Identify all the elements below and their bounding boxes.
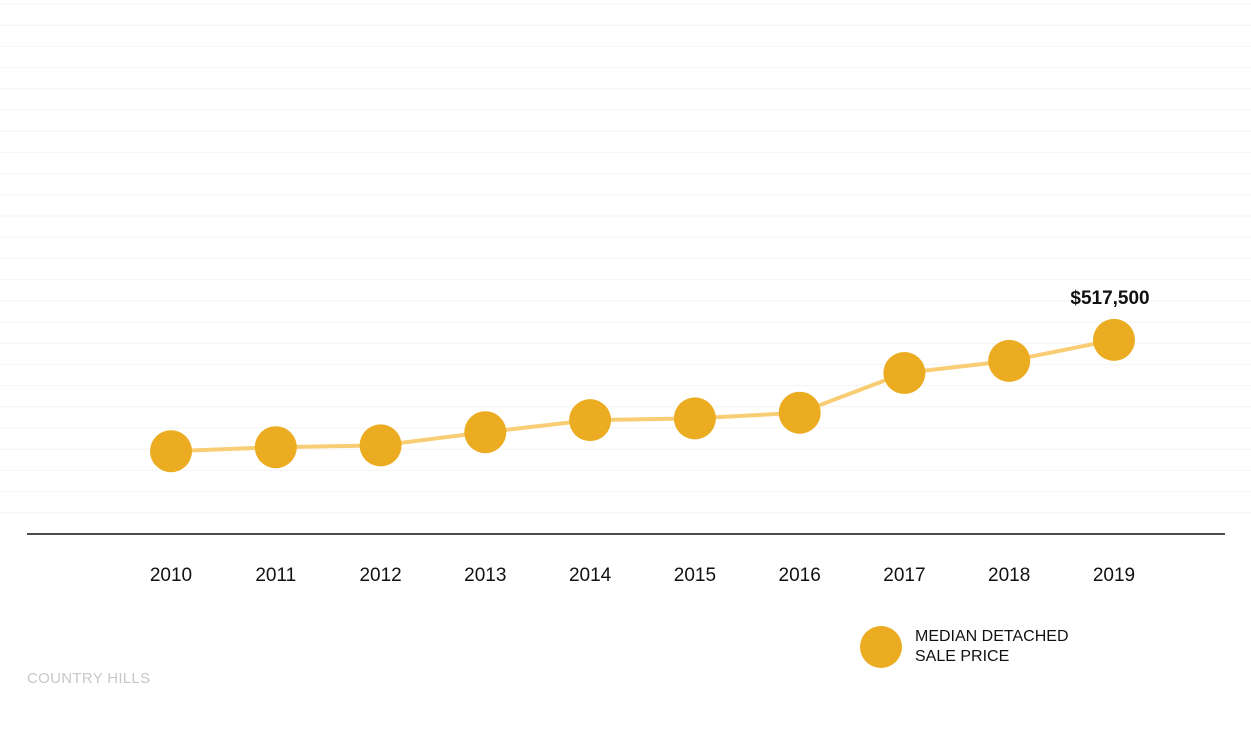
data-point-2010 bbox=[150, 430, 192, 473]
data-point-2017 bbox=[883, 352, 926, 394]
x-tick-label: 2016 bbox=[779, 565, 821, 586]
series-line-median-price bbox=[170, 337, 1115, 454]
x-tick-label: 2013 bbox=[464, 565, 506, 586]
data-point-2019 bbox=[1093, 318, 1135, 361]
x-tick-label: 2010 bbox=[150, 565, 192, 586]
data-point-2012 bbox=[359, 424, 402, 467]
data-point-2018 bbox=[988, 339, 1031, 382]
x-tick-label: 2012 bbox=[359, 565, 401, 586]
gridlines bbox=[0, 3, 1251, 514]
x-tick-label: 2018 bbox=[988, 565, 1030, 586]
data-markers bbox=[150, 318, 1135, 473]
legend-marker-icon bbox=[860, 626, 902, 668]
data-point-2014 bbox=[569, 399, 612, 442]
data-point-2016 bbox=[778, 391, 821, 434]
data-point-2011 bbox=[254, 426, 297, 469]
legend: MEDIAN DETACHED SALE PRICE bbox=[860, 626, 1090, 668]
x-tick-label: 2017 bbox=[883, 565, 925, 586]
x-tick-label: 2015 bbox=[674, 565, 716, 586]
x-tick-labels: 2010 2011 2012 2013 2014 2015 2016 2017 2018 2019 bbox=[150, 565, 1135, 586]
data-label-2019: $517,500 bbox=[1070, 288, 1149, 309]
x-tick-label: 2019 bbox=[1093, 565, 1135, 586]
location-label: COUNTRY HILLS bbox=[27, 670, 151, 687]
legend-label: MEDIAN DETACHED SALE PRICE bbox=[915, 628, 1069, 665]
x-tick-label: 2014 bbox=[569, 565, 612, 586]
x-tick-label: 2011 bbox=[255, 565, 296, 586]
data-labels: $517,500 bbox=[1070, 288, 1149, 309]
data-point-2015 bbox=[673, 397, 716, 440]
data-point-2013 bbox=[464, 411, 507, 454]
